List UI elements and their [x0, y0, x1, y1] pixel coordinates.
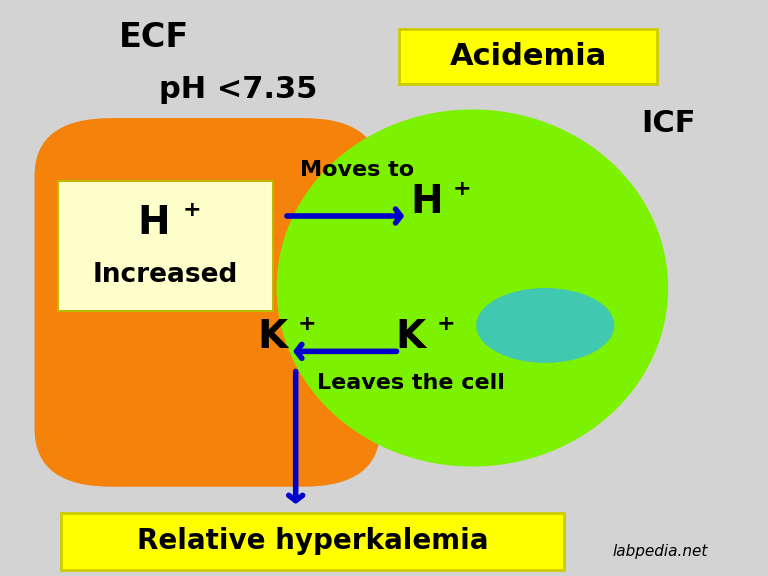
- Text: +: +: [183, 200, 201, 220]
- Text: pH <7.35: pH <7.35: [159, 75, 317, 104]
- FancyBboxPatch shape: [58, 181, 273, 311]
- Text: +: +: [298, 314, 316, 334]
- Text: H: H: [410, 183, 442, 221]
- Text: Acidemia: Acidemia: [449, 41, 607, 71]
- Text: ECF: ECF: [118, 21, 189, 54]
- Text: K: K: [257, 318, 288, 356]
- Text: Increased: Increased: [92, 262, 238, 288]
- Text: Moves to: Moves to: [300, 160, 414, 180]
- Ellipse shape: [276, 109, 668, 467]
- Text: labpedia.net: labpedia.net: [613, 544, 708, 559]
- Text: +: +: [453, 179, 472, 199]
- FancyBboxPatch shape: [35, 118, 380, 487]
- Ellipse shape: [476, 288, 614, 363]
- Text: K: K: [396, 318, 426, 356]
- Text: ICF: ICF: [641, 109, 695, 138]
- FancyBboxPatch shape: [61, 513, 564, 570]
- FancyBboxPatch shape: [399, 29, 657, 84]
- Text: H: H: [137, 204, 170, 242]
- Text: Relative hyperkalemia: Relative hyperkalemia: [137, 528, 488, 555]
- Text: +: +: [436, 314, 455, 334]
- Text: Leaves the cell: Leaves the cell: [317, 373, 505, 393]
